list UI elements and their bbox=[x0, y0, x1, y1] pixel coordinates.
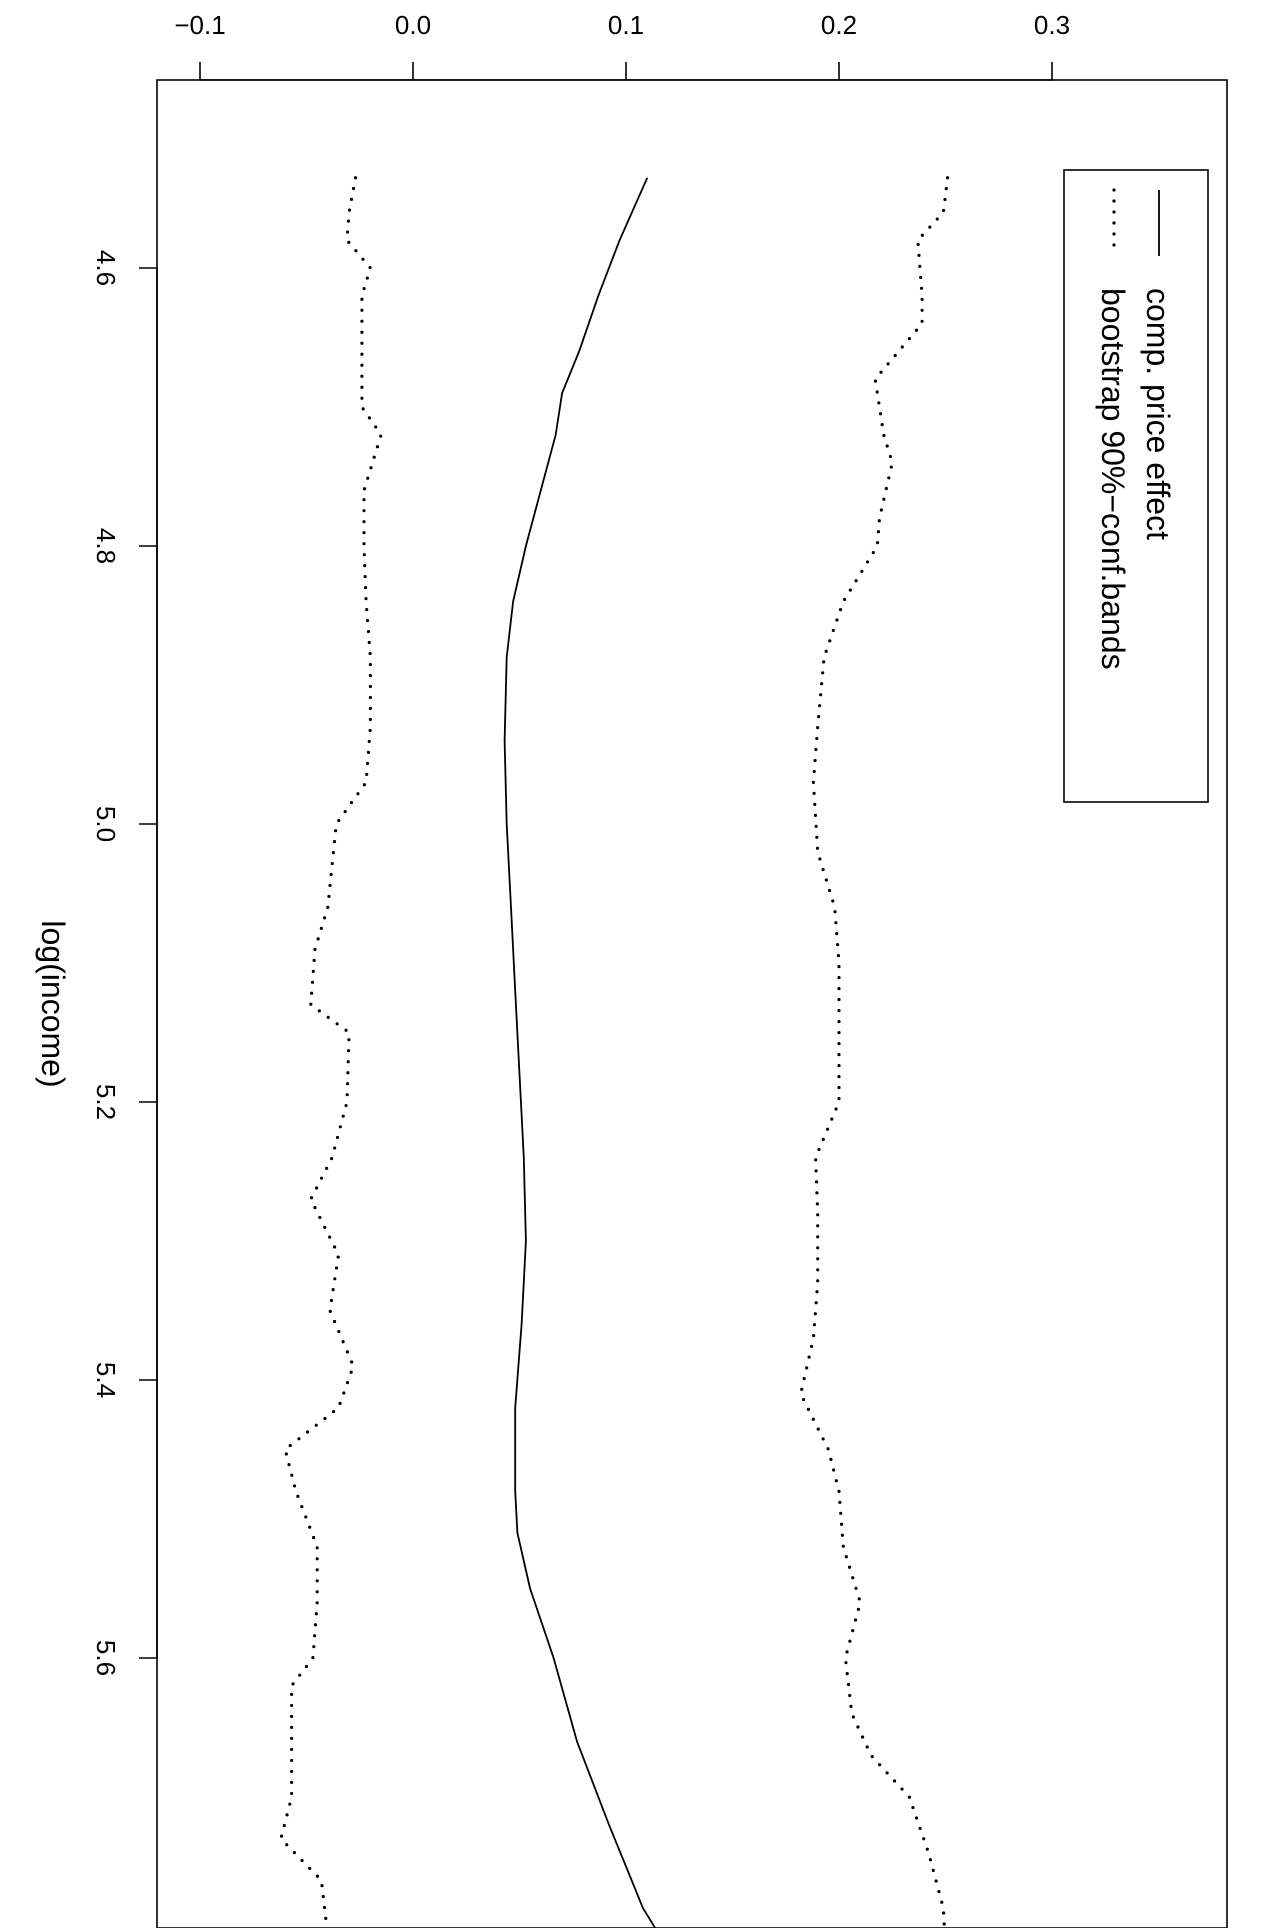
legend-label-price-effect: comp. price effect bbox=[1140, 288, 1176, 540]
legend-label-conf-bands: bootstrap 90%−conf.bands bbox=[1095, 288, 1131, 670]
x-tick-label: 4.8 bbox=[91, 528, 121, 564]
y-tick-label: 0.3 bbox=[1034, 10, 1070, 40]
x-axis-title: log(income) bbox=[35, 920, 71, 1087]
series-layer bbox=[279, 176, 950, 1928]
y-tick-label: −0.1 bbox=[174, 10, 225, 40]
y-tick-label: 0.2 bbox=[821, 10, 857, 40]
y-tick-label: 0.0 bbox=[395, 10, 431, 40]
series-price-effect bbox=[503, 177, 657, 1928]
series-lower-conf-band bbox=[279, 176, 383, 1928]
y-axis: −0.1 0.0 0.1 0.2 0.3 bbox=[174, 10, 1070, 81]
series-upper-conf-band bbox=[799, 176, 950, 1928]
x-axis: 4.6 4.8 5.0 5.2 5.4 5.6 bbox=[91, 250, 158, 1676]
legend-box bbox=[1063, 169, 1209, 803]
x-tick-label: 4.6 bbox=[91, 250, 121, 286]
x-tick-label: 5.0 bbox=[91, 806, 121, 842]
legend: comp. price effect bootstrap 90%−conf.ba… bbox=[1063, 169, 1209, 803]
y-tick-label: 0.1 bbox=[608, 10, 644, 40]
x-tick-label: 5.4 bbox=[91, 1362, 121, 1398]
x-tick-label: 5.6 bbox=[91, 1640, 121, 1676]
x-tick-label: 5.2 bbox=[91, 1084, 121, 1120]
